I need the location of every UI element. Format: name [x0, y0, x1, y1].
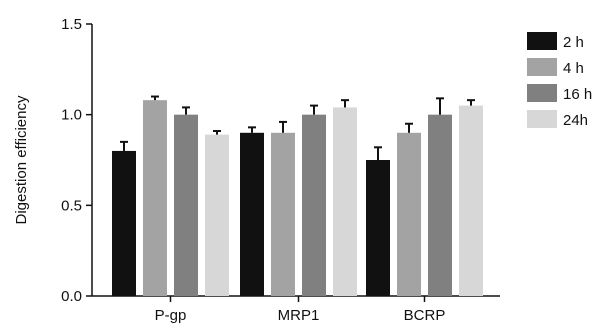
- x-tick-label: MRP1: [278, 307, 320, 324]
- bar: [205, 134, 229, 296]
- legend-label: 16 h: [563, 86, 592, 103]
- legend-swatch: [527, 110, 557, 128]
- y-axis-title: Digestion efficiency: [13, 95, 30, 224]
- bar: [333, 107, 357, 296]
- legend-swatch: [527, 58, 557, 76]
- bar: [397, 132, 421, 296]
- legend-label: 4 h: [563, 60, 584, 77]
- bar: [174, 114, 198, 297]
- y-tick-label: 0.0: [61, 288, 82, 305]
- legend-label: 24h: [563, 112, 588, 129]
- x-tick-label: BCRP: [404, 307, 446, 324]
- bar: [271, 132, 295, 296]
- bar: [428, 114, 452, 297]
- bar: [143, 100, 167, 296]
- y-tick-label: 1.0: [61, 107, 82, 124]
- plot-area: 0.0 0.5 1.0 1.5 P-gp MRP1 BCRP: [61, 16, 500, 324]
- legend-swatch: [527, 84, 557, 102]
- bar: [302, 114, 326, 297]
- y-tick-label: 1.5: [61, 16, 82, 33]
- bar: [366, 160, 390, 296]
- bar: [240, 132, 264, 296]
- legend-label: 2 h: [563, 34, 584, 51]
- legend: 2 h 4 h 16 h 24h: [527, 32, 592, 129]
- x-tick-label: P-gp: [155, 307, 187, 324]
- bar: [459, 105, 483, 296]
- bar: [112, 150, 136, 296]
- y-tick-label: 0.5: [61, 197, 82, 214]
- legend-swatch: [527, 32, 557, 50]
